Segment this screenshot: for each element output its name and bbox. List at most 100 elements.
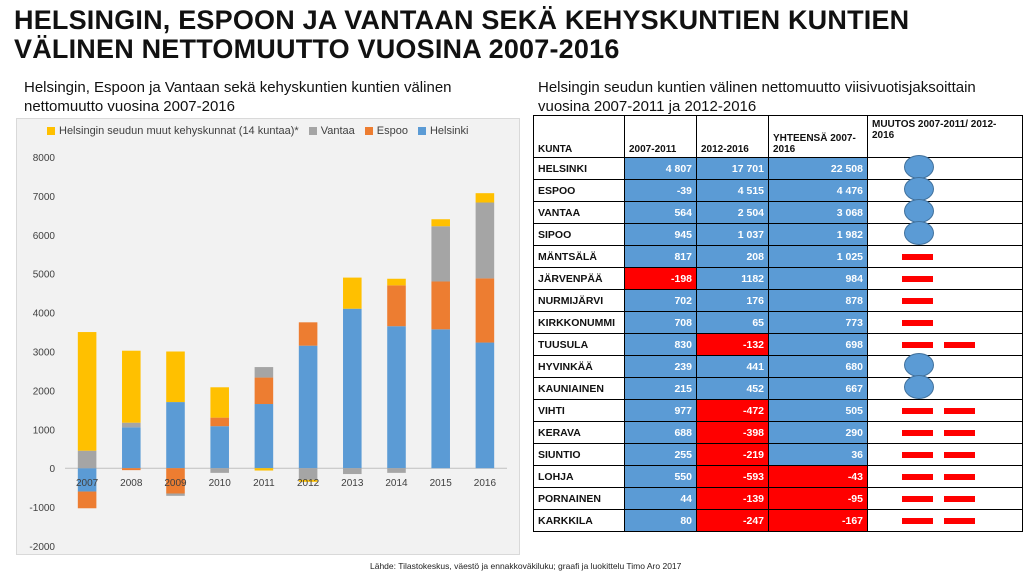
bar-segment <box>166 468 185 494</box>
bar-segment <box>210 468 229 473</box>
cell-2007-2011: 4 807 <box>624 157 697 180</box>
cell-muutos <box>867 267 1023 290</box>
minus-icon <box>902 408 933 414</box>
cell-2012-2016: 65 <box>696 311 769 334</box>
minus-icon <box>944 430 975 436</box>
bar-segment <box>387 326 406 469</box>
bar-segment <box>343 277 362 309</box>
cell-muutos <box>867 509 1023 532</box>
cell-2012-2016: 441 <box>696 355 769 378</box>
cell-muutos <box>867 421 1023 444</box>
cell-yhteensa: 984 <box>768 267 868 290</box>
cell-yhteensa: 290 <box>768 421 868 444</box>
table-row: LOHJA 550 -593 -43 <box>533 465 1023 488</box>
legend-item: Helsinki <box>417 125 468 137</box>
cell-kunta: HYVINKÄÄ <box>533 355 625 378</box>
x-tick-label: 2015 <box>430 478 453 489</box>
cell-2007-2011: 945 <box>624 223 697 246</box>
table-row: KAUNIAINEN 215 452 667 <box>533 375 1023 400</box>
bar-segment <box>431 329 450 469</box>
cell-2007-2011: 550 <box>624 465 697 488</box>
cell-yhteensa: 505 <box>768 399 868 422</box>
cell-muutos <box>867 177 1023 202</box>
y-tick-label: 7000 <box>33 192 56 203</box>
minus-icon <box>944 452 975 458</box>
legend-item: Helsingin seudun muut kehyskunnat (14 ku… <box>47 125 299 137</box>
cell-2007-2011: 702 <box>624 289 697 312</box>
legend-item: Espoo <box>364 125 408 137</box>
cell-2012-2016: -247 <box>696 509 769 532</box>
cell-muutos <box>867 199 1023 224</box>
bar-segment <box>122 427 141 469</box>
smiley-icon <box>904 221 934 245</box>
bar-segment <box>77 450 97 469</box>
bar-segment <box>343 308 362 469</box>
cell-2012-2016: -219 <box>696 443 769 466</box>
x-tick-label: 2011 <box>253 478 275 489</box>
cell-yhteensa: 667 <box>768 377 868 400</box>
cell-2007-2011: 215 <box>624 377 697 400</box>
minus-icon <box>902 430 933 436</box>
cell-2007-2011: 977 <box>624 399 697 422</box>
x-tick-label: 2008 <box>120 478 143 489</box>
bar-segment <box>387 468 406 473</box>
bar-segment <box>210 387 229 418</box>
header-yhteensa: YHTEENSÄ 2007-2016 <box>768 115 868 158</box>
bar-segment <box>254 367 274 378</box>
cell-2012-2016: 176 <box>696 289 769 312</box>
smiley-icon <box>904 199 934 223</box>
cell-muutos <box>867 443 1023 466</box>
minus-icon <box>902 518 933 524</box>
cell-yhteensa: 1 982 <box>768 223 868 246</box>
x-tick-label: 2014 <box>385 478 408 489</box>
table-row: PORNAINEN 44 -139 -95 <box>533 487 1023 510</box>
cell-muutos <box>867 289 1023 312</box>
legend-label: Vantaa <box>320 125 355 137</box>
header-kunta: KUNTA <box>533 115 625 158</box>
minus-icon <box>944 518 975 524</box>
cell-muutos <box>867 221 1023 246</box>
header-muutos: MUUTOS 2007-2011/ 2012-2016 <box>867 115 1023 158</box>
minus-icon <box>944 474 975 480</box>
cell-muutos <box>867 311 1023 334</box>
cell-muutos <box>867 399 1023 422</box>
cell-yhteensa: 680 <box>768 355 868 378</box>
page-title: HELSINGIN, ESPOON JA VANTAAN SEKÄ KEHYSK… <box>14 5 910 64</box>
table-row: SIUNTIO 255 -219 36 <box>533 443 1023 466</box>
bar-segment <box>475 278 495 343</box>
y-tick-label: 4000 <box>33 309 56 320</box>
cell-2007-2011: 830 <box>624 333 697 356</box>
bar-segment <box>475 193 495 203</box>
cell-muutos <box>867 353 1023 378</box>
x-tick-label: 2010 <box>209 478 232 489</box>
minus-icon <box>902 254 933 260</box>
minus-icon <box>902 276 933 282</box>
table-row: MÄNTSÄLÄ 817 208 1 025 <box>533 245 1023 268</box>
cell-2007-2011: 80 <box>624 509 697 532</box>
cell-2007-2011: 817 <box>624 245 697 268</box>
bar-segment <box>298 468 318 480</box>
minus-icon <box>944 408 975 414</box>
bar-segment <box>387 278 406 286</box>
table-row: HYVINKÄÄ 239 441 680 <box>533 353 1023 378</box>
y-tick-label: -2000 <box>29 542 55 553</box>
minus-icon <box>902 474 933 480</box>
cell-muutos <box>867 465 1023 488</box>
table-row: VIHTI 977 -472 505 <box>533 399 1023 422</box>
cell-2012-2016: 208 <box>696 245 769 268</box>
cell-2012-2016: -593 <box>696 465 769 488</box>
table-row: KERAVA 688 -398 290 <box>533 421 1023 444</box>
cell-muutos <box>867 245 1023 268</box>
table-row: JÄRVENPÄÄ -198 1182 984 <box>533 267 1023 290</box>
legend-swatch <box>308 127 317 135</box>
cell-2012-2016: 452 <box>696 377 769 400</box>
table-caption: Helsingin seudun kuntien välinen nettomu… <box>538 79 976 115</box>
cell-2012-2016: -132 <box>696 333 769 356</box>
bar-segment <box>166 493 185 496</box>
cell-muutos <box>867 375 1023 400</box>
cell-2007-2011: 688 <box>624 421 697 444</box>
y-tick-label: 1000 <box>33 425 56 436</box>
table-row: KARKKILA 80 -247 -167 <box>533 509 1023 532</box>
table-row: NURMIJÄRVI 702 176 878 <box>533 289 1023 312</box>
minus-icon <box>944 342 975 348</box>
